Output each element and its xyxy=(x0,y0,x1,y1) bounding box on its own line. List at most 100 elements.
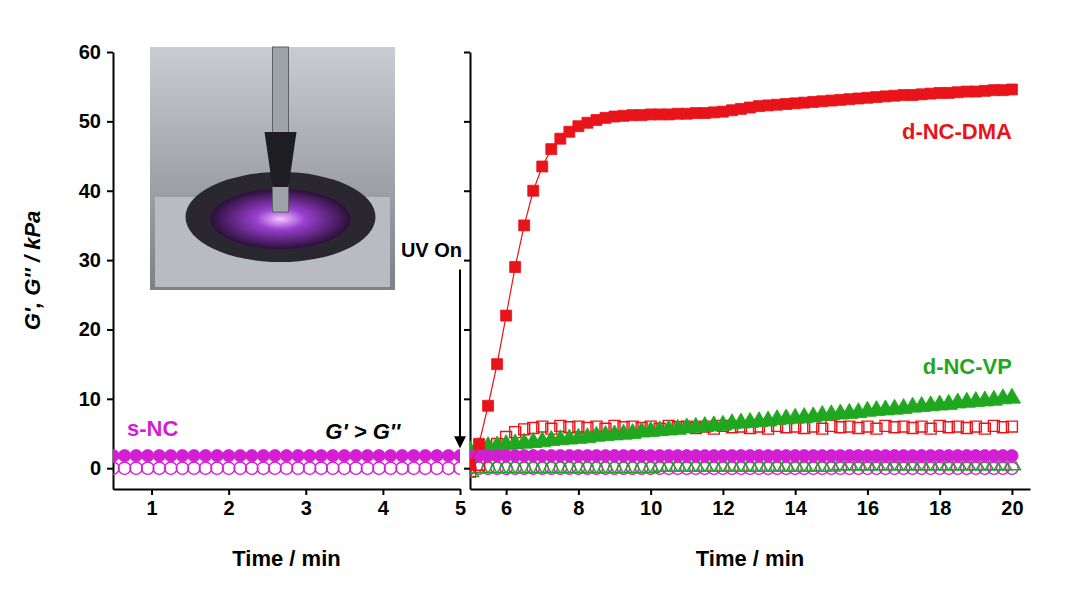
point xyxy=(419,462,431,474)
tick-label: 60 xyxy=(79,41,101,63)
point xyxy=(269,462,281,474)
point xyxy=(165,450,177,462)
tick: 30 xyxy=(79,249,113,271)
tick: 3 xyxy=(301,489,312,519)
x-axis: 68101214161820 xyxy=(471,489,1031,519)
tick: 18 xyxy=(929,489,951,519)
point xyxy=(501,310,512,321)
tick: 2 xyxy=(224,489,235,519)
point xyxy=(176,462,188,474)
point xyxy=(130,450,142,462)
point xyxy=(153,450,165,462)
point xyxy=(269,450,281,462)
point xyxy=(373,450,385,462)
tick-mark xyxy=(506,489,508,495)
tick-label: 0 xyxy=(90,457,101,479)
y-axis xyxy=(464,53,471,490)
point xyxy=(176,450,188,462)
tick xyxy=(464,121,470,122)
annotation: G' > G'' xyxy=(325,419,401,444)
tick-mark xyxy=(107,329,113,331)
point xyxy=(222,462,234,474)
chart: 123450102030405060s-NCTime / minG', G'' … xyxy=(0,0,1076,594)
x-axis: 1 2 3 4 5 xyxy=(114,489,467,519)
point xyxy=(257,462,269,474)
series-points xyxy=(470,420,1017,477)
tick-label: 2 xyxy=(224,497,235,519)
point xyxy=(188,462,200,474)
point xyxy=(361,462,373,474)
point xyxy=(483,400,494,411)
tick-mark xyxy=(107,121,113,123)
series-points xyxy=(113,450,460,462)
point xyxy=(384,462,396,474)
tick-mark xyxy=(464,190,470,192)
tick-label: 16 xyxy=(857,497,879,519)
point xyxy=(257,450,269,462)
tick-mark xyxy=(464,468,470,470)
tick-mark xyxy=(151,489,153,495)
tick: 8 xyxy=(573,489,584,519)
tick: 4 xyxy=(378,489,390,519)
point xyxy=(165,462,177,474)
tick-mark xyxy=(464,398,470,400)
series-line xyxy=(470,89,1012,464)
inset-shaft xyxy=(273,47,289,212)
tick: 20 xyxy=(1001,489,1023,519)
point xyxy=(442,450,454,462)
point xyxy=(234,462,246,474)
tick-mark xyxy=(464,329,470,331)
tick-mark xyxy=(578,489,580,495)
point xyxy=(431,462,443,474)
tick-label: 10 xyxy=(79,388,101,410)
point xyxy=(303,462,315,474)
point xyxy=(142,450,154,462)
tick-mark xyxy=(464,52,470,54)
tick: 6 xyxy=(501,489,512,519)
panel: 68101214161820d-NC-VPd-NC-DMATime / min xyxy=(461,53,1030,572)
tick-label: 1 xyxy=(146,497,157,519)
point xyxy=(246,462,258,474)
point xyxy=(528,185,539,196)
point xyxy=(546,144,557,155)
inset-photo xyxy=(150,47,395,290)
series-points xyxy=(470,450,1018,462)
tick-label: 8 xyxy=(573,497,584,519)
tick-mark xyxy=(107,468,113,470)
inset-cone xyxy=(265,132,297,187)
tick: 5 xyxy=(455,489,466,519)
tick xyxy=(464,260,470,261)
point xyxy=(118,462,130,474)
tick-label: 40 xyxy=(79,180,101,202)
x-axis-title: Time / min xyxy=(696,546,804,571)
tick-mark xyxy=(460,489,462,495)
tick-label: 14 xyxy=(785,497,808,519)
point xyxy=(292,450,304,462)
point xyxy=(222,450,234,462)
tick-mark xyxy=(464,260,470,262)
y-axis-title: G', G'' / kPa xyxy=(20,211,45,331)
point xyxy=(118,450,130,462)
series-label: d-NC-DMA xyxy=(902,119,1012,144)
axis-line xyxy=(471,489,1031,491)
point xyxy=(199,450,211,462)
tick: 0 xyxy=(90,457,113,479)
axis-line xyxy=(470,53,472,490)
point xyxy=(442,462,454,474)
point xyxy=(315,462,327,474)
tick xyxy=(464,399,470,400)
tick-mark xyxy=(867,489,869,495)
tick-mark xyxy=(795,489,797,495)
point xyxy=(142,462,154,474)
tick xyxy=(464,468,470,469)
tick-mark xyxy=(107,260,113,262)
axis-line xyxy=(114,489,461,491)
point xyxy=(373,462,385,474)
point xyxy=(280,462,292,474)
x-axis-title: Time / min xyxy=(232,546,340,571)
tick-label: 20 xyxy=(1001,497,1023,519)
tick-label: 3 xyxy=(301,497,312,519)
tick xyxy=(464,191,470,192)
tick-label: 18 xyxy=(929,497,951,519)
point xyxy=(408,462,420,474)
